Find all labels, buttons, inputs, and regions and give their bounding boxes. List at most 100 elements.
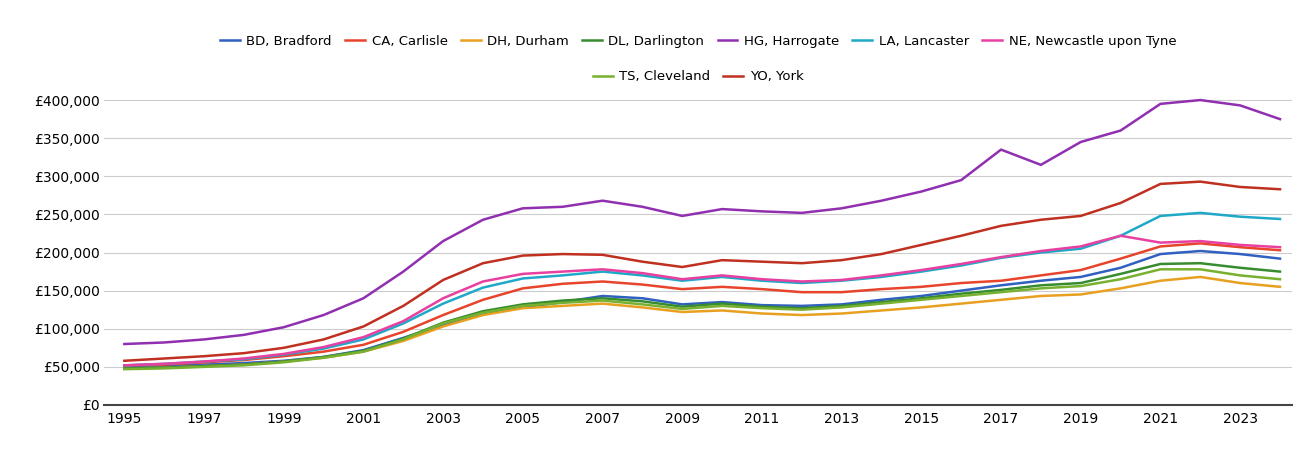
DH, Durham — [555, 303, 570, 309]
NE, Newcastle upon Tyne — [595, 266, 611, 272]
NE, Newcastle upon Tyne — [157, 361, 172, 367]
DH, Durham — [316, 355, 331, 360]
DL, Darlington — [1152, 261, 1168, 267]
DL, Darlington — [913, 296, 929, 301]
DH, Durham — [873, 308, 889, 313]
NE, Newcastle upon Tyne — [436, 296, 452, 301]
CA, Carlisle — [913, 284, 929, 289]
BD, Bradford — [355, 347, 371, 353]
HG, Harrogate — [954, 177, 970, 183]
LA, Lancaster — [1152, 213, 1168, 219]
HG, Harrogate — [1073, 140, 1088, 145]
DH, Durham — [714, 308, 729, 313]
HG, Harrogate — [793, 210, 809, 216]
BD, Bradford — [834, 302, 850, 307]
BD, Bradford — [913, 293, 929, 299]
DH, Durham — [754, 311, 770, 316]
HG, Harrogate — [355, 296, 371, 301]
YO, York — [1232, 184, 1248, 189]
Legend: TS, Cleveland, YO, York: TS, Cleveland, YO, York — [587, 65, 809, 89]
HG, Harrogate — [236, 332, 252, 338]
LA, Lancaster — [954, 263, 970, 268]
LA, Lancaster — [754, 278, 770, 284]
TS, Cleveland — [913, 297, 929, 302]
DH, Durham — [355, 349, 371, 354]
LA, Lancaster — [436, 301, 452, 306]
HG, Harrogate — [316, 312, 331, 318]
DH, Durham — [834, 311, 850, 316]
YO, York — [157, 356, 172, 361]
DH, Durham — [116, 366, 132, 371]
NE, Newcastle upon Tyne — [1152, 240, 1168, 245]
HG, Harrogate — [873, 198, 889, 203]
DH, Durham — [913, 305, 929, 310]
LA, Lancaster — [395, 321, 411, 326]
BD, Bradford — [555, 299, 570, 305]
DH, Durham — [1152, 278, 1168, 284]
LA, Lancaster — [595, 269, 611, 274]
BD, Bradford — [634, 296, 650, 301]
DL, Darlington — [515, 302, 531, 307]
DL, Darlington — [714, 301, 729, 306]
NE, Newcastle upon Tyne — [316, 344, 331, 350]
CA, Carlisle — [1272, 248, 1288, 253]
CA, Carlisle — [754, 286, 770, 292]
NE, Newcastle upon Tyne — [834, 277, 850, 283]
Line: LA, Lancaster: LA, Lancaster — [124, 213, 1280, 365]
NE, Newcastle upon Tyne — [1034, 248, 1049, 254]
LA, Lancaster — [355, 337, 371, 342]
YO, York — [675, 264, 690, 270]
YO, York — [555, 252, 570, 257]
LA, Lancaster — [675, 278, 690, 284]
BD, Bradford — [873, 297, 889, 302]
DL, Darlington — [754, 304, 770, 309]
BD, Bradford — [395, 335, 411, 341]
CA, Carlisle — [1232, 244, 1248, 250]
TS, Cleveland — [714, 303, 729, 309]
YO, York — [355, 324, 371, 329]
BD, Bradford — [1034, 278, 1049, 284]
CA, Carlisle — [355, 342, 371, 347]
TS, Cleveland — [993, 289, 1009, 295]
YO, York — [395, 303, 411, 309]
DH, Durham — [196, 364, 211, 369]
DL, Darlington — [1073, 280, 1088, 286]
LA, Lancaster — [475, 285, 491, 290]
LA, Lancaster — [515, 276, 531, 281]
TS, Cleveland — [275, 360, 291, 365]
CA, Carlisle — [196, 360, 211, 365]
HG, Harrogate — [395, 269, 411, 274]
DH, Durham — [954, 301, 970, 306]
DH, Durham — [1113, 286, 1129, 291]
YO, York — [1113, 200, 1129, 206]
YO, York — [873, 252, 889, 257]
CA, Carlisle — [993, 278, 1009, 284]
TS, Cleveland — [873, 301, 889, 306]
BD, Bradford — [595, 293, 611, 299]
YO, York — [634, 259, 650, 265]
YO, York — [116, 358, 132, 364]
HG, Harrogate — [634, 204, 650, 210]
DL, Darlington — [355, 348, 371, 354]
Line: BD, Bradford: BD, Bradford — [124, 251, 1280, 368]
LA, Lancaster — [275, 352, 291, 357]
LA, Lancaster — [873, 274, 889, 279]
HG, Harrogate — [1232, 103, 1248, 108]
CA, Carlisle — [1073, 267, 1088, 273]
DH, Durham — [436, 324, 452, 329]
LA, Lancaster — [1272, 216, 1288, 222]
YO, York — [196, 354, 211, 359]
HG, Harrogate — [475, 217, 491, 222]
NE, Newcastle upon Tyne — [993, 254, 1009, 260]
NE, Newcastle upon Tyne — [1193, 238, 1208, 244]
CA, Carlisle — [515, 286, 531, 291]
NE, Newcastle upon Tyne — [675, 276, 690, 282]
TS, Cleveland — [1113, 276, 1129, 282]
TS, Cleveland — [1193, 266, 1208, 272]
NE, Newcastle upon Tyne — [754, 276, 770, 282]
LA, Lancaster — [316, 346, 331, 351]
TS, Cleveland — [475, 310, 491, 315]
CA, Carlisle — [436, 312, 452, 318]
CA, Carlisle — [675, 286, 690, 292]
NE, Newcastle upon Tyne — [793, 279, 809, 284]
